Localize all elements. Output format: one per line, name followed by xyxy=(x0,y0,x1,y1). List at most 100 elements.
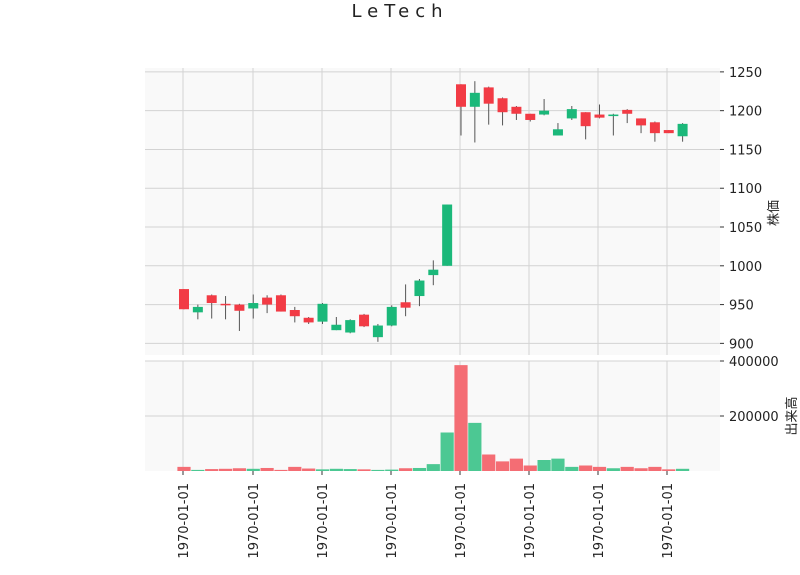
x-tick-label: 1970-01-01 xyxy=(454,483,469,559)
candle-down xyxy=(497,98,508,113)
candle-up xyxy=(608,114,619,117)
volume-bar xyxy=(218,468,233,471)
candle-up xyxy=(442,204,453,266)
candle-down xyxy=(663,130,674,134)
volume-bar xyxy=(523,465,537,471)
volume-bar xyxy=(302,468,316,471)
volume-bar xyxy=(440,432,454,471)
volume-bar xyxy=(426,464,440,471)
volume-bar xyxy=(357,469,371,471)
volume-bar xyxy=(454,365,468,471)
candle-down xyxy=(649,122,660,134)
chart-title: LeTech xyxy=(351,1,448,22)
candle-up xyxy=(331,324,342,331)
volume-axis-label: 出来高 xyxy=(784,396,800,435)
volume-bars xyxy=(177,365,690,471)
candle-down xyxy=(179,289,189,310)
candle-down xyxy=(622,109,633,114)
volume-bar xyxy=(565,466,579,471)
volume-bar xyxy=(592,466,607,471)
candle-down xyxy=(289,310,300,317)
price-tick-label: 1150 xyxy=(729,143,762,158)
candle-down xyxy=(234,304,245,311)
candle-down xyxy=(594,114,605,118)
volume-bar xyxy=(662,469,676,471)
candle-up xyxy=(192,306,203,313)
price-tick-label: 1050 xyxy=(729,221,762,236)
candle-down xyxy=(303,317,314,323)
candle-up xyxy=(372,325,383,338)
volume-bar xyxy=(329,468,343,471)
volume-bar xyxy=(399,468,413,471)
candle-up xyxy=(414,280,425,297)
candle-down xyxy=(580,112,591,127)
x-tick-label: 1970-01-01 xyxy=(247,483,262,559)
candle-up xyxy=(469,92,480,107)
candle-up xyxy=(539,110,550,115)
volume-bar xyxy=(343,469,357,471)
candle-up xyxy=(248,303,259,309)
volume-bar xyxy=(606,468,620,471)
x-axis-ticks: 1970-01-01 1970-01-01 1970-01-01 1970-01-01… xyxy=(177,471,676,559)
price-tick-label: 1250 xyxy=(729,66,762,81)
volume-bar xyxy=(676,468,690,471)
price-tick-label: 950 xyxy=(729,299,754,314)
candle-up xyxy=(345,320,356,333)
volume-bar xyxy=(288,466,302,471)
candle-up xyxy=(566,109,577,119)
volume-bar xyxy=(509,458,523,471)
x-tick-label: 1970-01-01 xyxy=(523,483,538,559)
x-tick-label: 1970-01-01 xyxy=(177,483,192,559)
volume-bar xyxy=(620,466,634,471)
x-tick-label: 1970-01-01 xyxy=(661,483,676,559)
candle-down xyxy=(262,297,273,305)
candle-down xyxy=(636,118,647,126)
volume-bar xyxy=(274,469,288,471)
candle-down xyxy=(511,106,522,114)
volume-bar xyxy=(371,469,385,471)
volume-tick-label: 400000 xyxy=(729,355,779,370)
volume-axis-ticks: 200000 400000 xyxy=(720,355,779,425)
candle-down xyxy=(525,113,536,120)
candle-down xyxy=(483,87,494,104)
candle-down xyxy=(206,295,217,304)
candle-down xyxy=(220,303,231,306)
candle-down xyxy=(456,84,466,107)
price-axis-label: 株価 xyxy=(767,200,782,226)
candle-up xyxy=(677,123,688,137)
price-tick-label: 1100 xyxy=(729,182,762,197)
price-tick-label: 1200 xyxy=(729,105,762,120)
candle-down xyxy=(359,314,370,327)
volume-bar xyxy=(551,458,565,471)
candle-up xyxy=(428,269,439,276)
volume-bar xyxy=(482,454,496,471)
candle-up xyxy=(317,303,328,322)
volume-bar xyxy=(232,468,246,471)
price-axis-ticks: 900 950 1000 1050 1100 1150 1200 1250 xyxy=(720,66,762,352)
volume-bar xyxy=(495,461,510,471)
volume-bar xyxy=(260,467,274,471)
x-tick-label: 1970-01-01 xyxy=(592,483,607,559)
candles xyxy=(179,81,688,342)
volume-bar xyxy=(634,468,648,471)
volume-bar xyxy=(177,466,191,471)
volume-bar xyxy=(191,469,205,471)
candle-down xyxy=(275,295,286,312)
volume-bar xyxy=(579,465,593,471)
candle-up xyxy=(552,129,563,136)
volume-bar xyxy=(412,467,427,471)
volume-bar xyxy=(246,468,260,471)
volume-bar xyxy=(648,466,662,471)
candle-up xyxy=(386,306,397,326)
price-tick-label: 900 xyxy=(729,337,754,352)
volume-bar xyxy=(205,469,219,471)
candle-down xyxy=(400,302,411,308)
volume-tick-label: 200000 xyxy=(729,410,779,425)
volume-bar xyxy=(537,460,551,471)
x-tick-label: 1970-01-01 xyxy=(385,483,400,559)
volume-bar xyxy=(385,469,399,471)
price-tick-label: 1000 xyxy=(729,260,762,275)
x-tick-label: 1970-01-01 xyxy=(316,483,331,559)
volume-bar xyxy=(468,422,482,471)
